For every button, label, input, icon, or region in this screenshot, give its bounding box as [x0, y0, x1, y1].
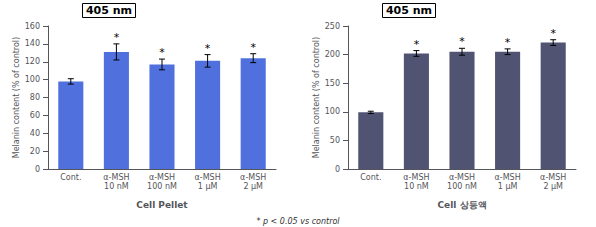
svg-text:0: 0	[335, 165, 340, 174]
svg-text:1 μM: 1 μM	[498, 182, 518, 191]
svg-text:80: 80	[30, 93, 40, 102]
svg-text:405 nm: 405 nm	[386, 4, 432, 17]
svg-text:100 nM: 100 nM	[147, 182, 177, 191]
svg-text:120: 120	[25, 57, 40, 66]
svg-text:200: 200	[325, 50, 340, 59]
svg-text:α-MSH: α-MSH	[103, 173, 129, 182]
svg-text:100: 100	[325, 107, 340, 116]
svg-text:60: 60	[30, 111, 40, 120]
svg-text:*: *	[550, 27, 556, 40]
svg-text:*: *	[505, 36, 511, 49]
svg-text:*: *	[114, 31, 120, 44]
svg-text:* p < 0.05 vs control: * p < 0.05 vs control	[256, 217, 340, 226]
svg-text:Cont.: Cont.	[360, 173, 381, 182]
svg-text:40: 40	[30, 129, 40, 138]
svg-text:405 nm: 405 nm	[86, 4, 132, 17]
svg-text:α-MSH: α-MSH	[449, 173, 475, 182]
svg-text:α-MSH: α-MSH	[540, 173, 566, 182]
svg-text:α-MSH: α-MSH	[403, 173, 429, 182]
svg-text:*: *	[414, 38, 420, 51]
svg-text:Melanin content (% of control): Melanin content (% of control)	[312, 37, 321, 158]
svg-text:*: *	[250, 41, 256, 54]
svg-text:Cell Pellet: Cell Pellet	[136, 200, 188, 210]
svg-text:α-MSH: α-MSH	[195, 173, 221, 182]
svg-text:2 μM: 2 μM	[243, 182, 263, 191]
svg-text:100: 100	[25, 75, 40, 84]
svg-text:Cont.: Cont.	[60, 173, 81, 182]
svg-text:α-MSH: α-MSH	[495, 173, 521, 182]
svg-text:20: 20	[30, 147, 40, 156]
svg-text:*: *	[459, 35, 465, 48]
svg-text:10 nM: 10 nM	[104, 182, 129, 191]
svg-text:150: 150	[325, 79, 340, 88]
svg-text:0: 0	[35, 165, 40, 174]
svg-text:10 nM: 10 nM	[404, 182, 429, 191]
svg-text:100 nM: 100 nM	[447, 182, 477, 191]
svg-text:140: 140	[25, 39, 40, 48]
svg-text:Cell 상등액: Cell 상등액	[437, 200, 486, 210]
svg-text:α-MSH: α-MSH	[149, 173, 175, 182]
svg-text:α-MSH: α-MSH	[240, 173, 266, 182]
svg-text:1 μM: 1 μM	[198, 182, 218, 191]
svg-text:*: *	[205, 42, 211, 55]
svg-text:250: 250	[325, 22, 340, 31]
svg-text:2 μM: 2 μM	[543, 182, 563, 191]
svg-text:Melanin content (% of control): Melanin content (% of control)	[12, 37, 21, 158]
svg-text:50: 50	[330, 136, 340, 145]
svg-text:160: 160	[25, 22, 40, 31]
svg-text:*: *	[159, 46, 165, 59]
